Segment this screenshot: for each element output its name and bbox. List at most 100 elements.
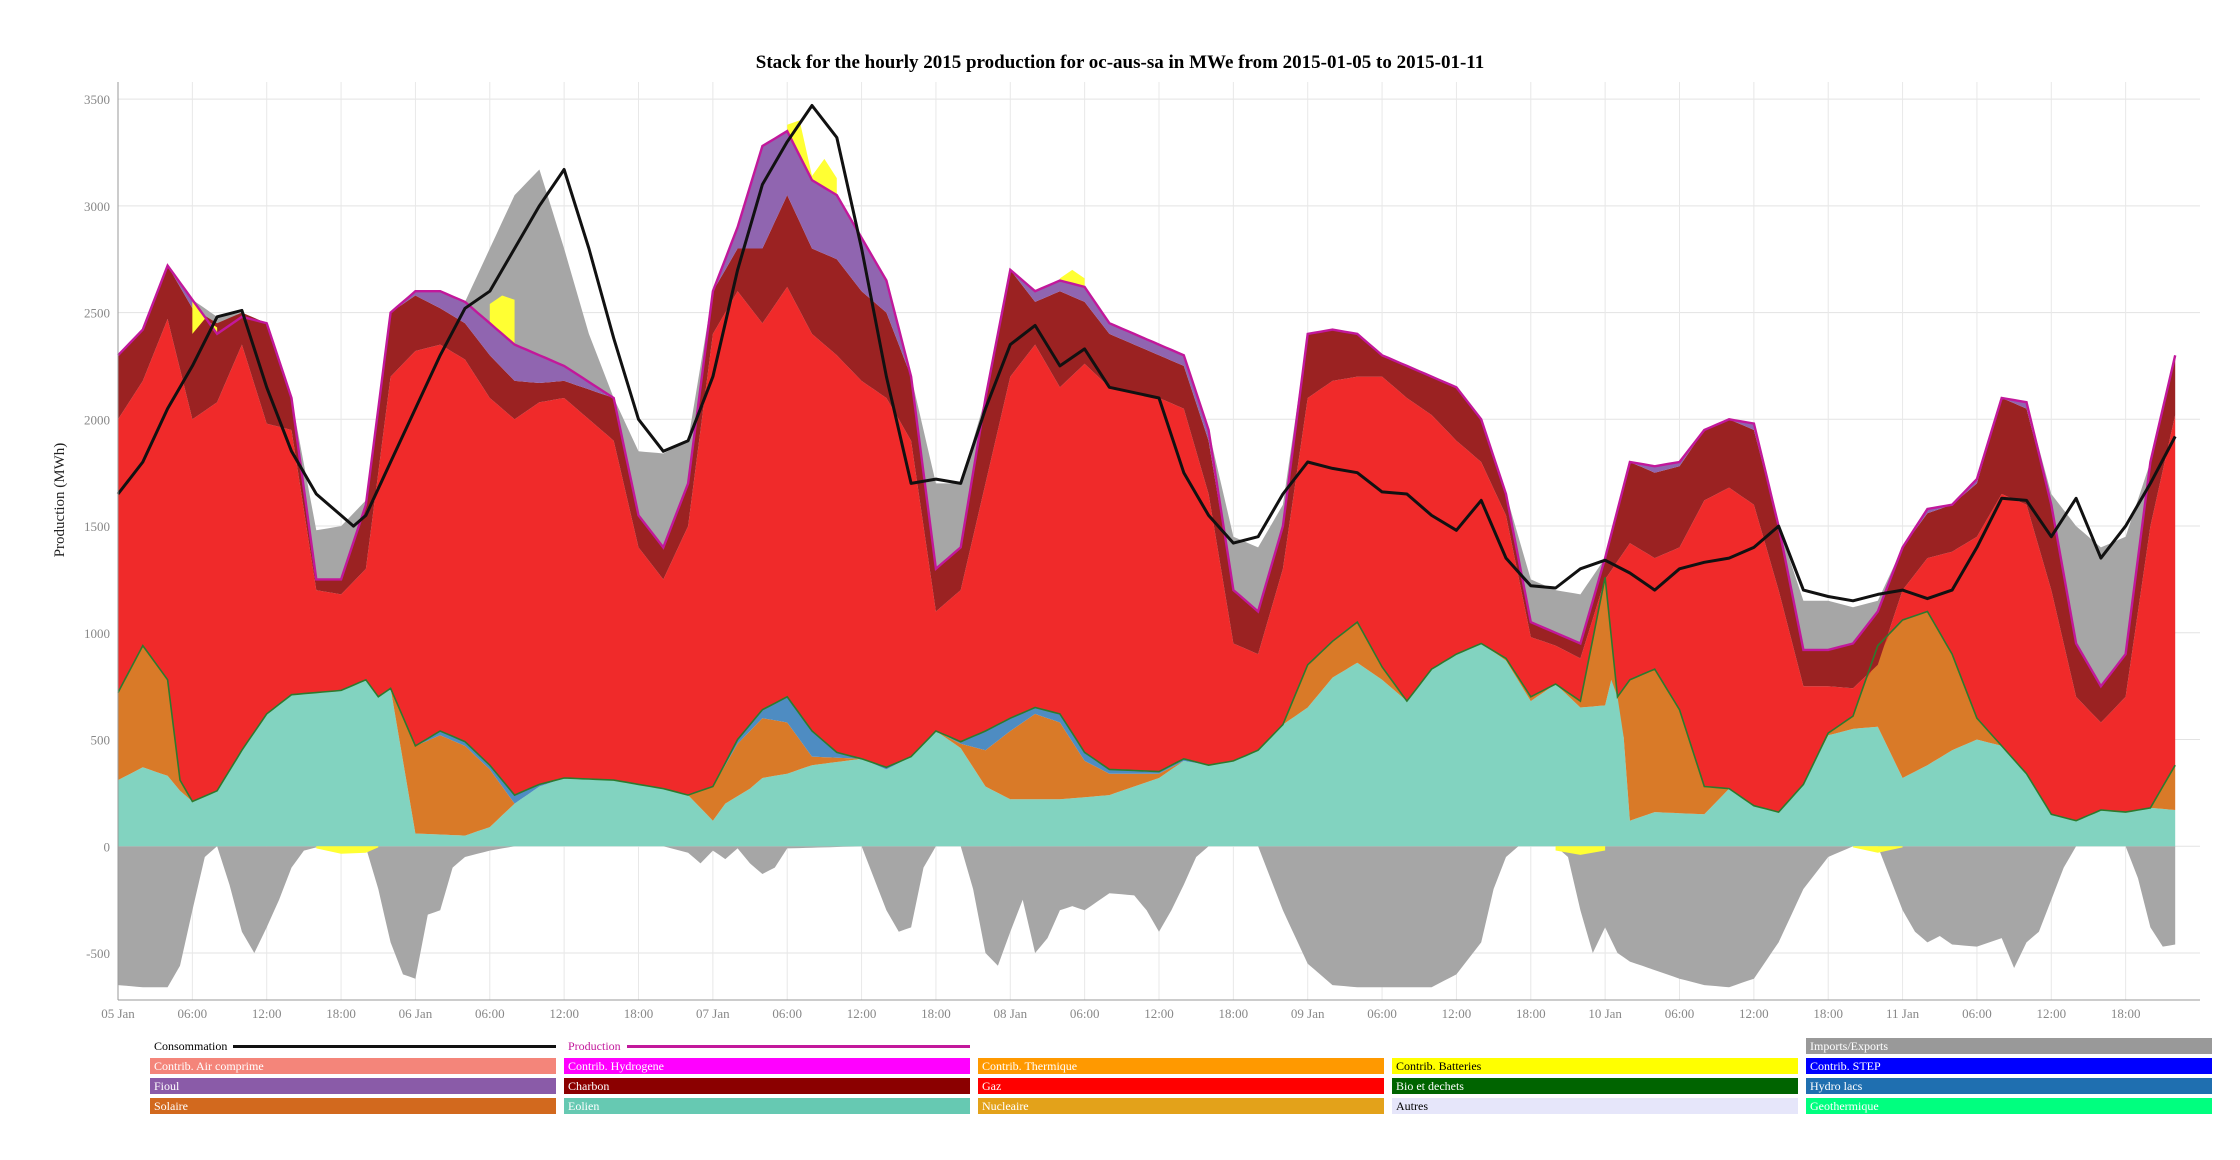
x-tick-label: 06:00 (1962, 1006, 1992, 1021)
legend-label: Solaire (154, 1099, 188, 1113)
legend-cell: Eolien (560, 1096, 974, 1116)
legend-cell (1388, 1036, 1802, 1056)
x-tick-label: 06:00 (178, 1006, 208, 1021)
legend-label: Contrib. Batteries (1396, 1059, 1482, 1073)
legend-cell: Contrib. Air comprime (146, 1056, 560, 1076)
area-hydro-lacs (118, 577, 2176, 821)
area-batteries-negative (1555, 846, 1606, 855)
legend-item[interactable]: Bio et dechets (1392, 1078, 1798, 1094)
legend-cell: Contrib. Hydrogene (560, 1056, 974, 1076)
legend-cell: Hydro lacs (1802, 1076, 2216, 1096)
y-tick-label: 3500 (84, 92, 110, 107)
legend-item[interactable]: Geothermique (1806, 1098, 2212, 1114)
legend-label: Imports/Exports (1810, 1039, 1888, 1053)
legend-item[interactable]: Contrib. STEP (1806, 1058, 2212, 1074)
stacked-areas (117, 120, 2176, 988)
legend-cell: Contrib. STEP (1802, 1056, 2216, 1076)
legend-line-sample (233, 1044, 556, 1048)
x-tick-label: 18:00 (2111, 1006, 2141, 1021)
legend: Consommation Production Imports/Exports Con… (146, 1036, 2216, 1116)
legend-label: Hydro lacs (1810, 1079, 1863, 1093)
legend-row: Contrib. Air comprime Contrib. Hydrogene C… (146, 1056, 2216, 1076)
y-tick-label: 2500 (84, 306, 110, 321)
legend-label: Gaz (982, 1079, 1002, 1093)
legend-item[interactable]: Fioul (150, 1078, 556, 1094)
x-tick-label: 09 Jan (1291, 1006, 1325, 1021)
legend-cell: Nucleaire (974, 1096, 1388, 1116)
legend-cell: Autres (1388, 1096, 1802, 1116)
legend-item[interactable]: Eolien (564, 1098, 970, 1114)
x-tick-label: 06:00 (1665, 1006, 1695, 1021)
legend-row: Consommation Production Imports/Exports (146, 1036, 2216, 1056)
area-batteries (787, 120, 837, 196)
y-tick-label: 1500 (84, 519, 110, 534)
legend-label: Charbon (568, 1079, 610, 1093)
x-tick-label: 10 Jan (1588, 1006, 1622, 1021)
legend-item[interactable]: Nucleaire (978, 1098, 1384, 1114)
legend-row: Solaire Eolien Nucleaire Autres Geothermique (146, 1096, 2216, 1116)
y-tick-label: 1000 (84, 626, 110, 641)
x-tick-label: 06:00 (475, 1006, 505, 1021)
y-tick-label: -500 (86, 946, 110, 961)
x-tick-label: 06:00 (772, 1006, 802, 1021)
legend-item[interactable]: Charbon (564, 1078, 970, 1094)
legend-label: Fioul (154, 1079, 180, 1093)
legend-item[interactable]: Contrib. Air comprime (150, 1058, 556, 1074)
legend-label: Geothermique (1810, 1099, 1879, 1113)
legend-label: Contrib. Air comprime (154, 1059, 264, 1073)
legend-cell: Production (560, 1036, 974, 1056)
legend-label: Production (568, 1039, 621, 1053)
x-tick-label: 18:00 (624, 1006, 654, 1021)
legend-item[interactable]: Autres (1392, 1098, 1798, 1114)
x-tick-label: 18:00 (1516, 1006, 1546, 1021)
area-batteries (1059, 269, 1085, 287)
legend-item[interactable]: Solaire (150, 1098, 556, 1114)
area-solaire (118, 577, 2176, 836)
x-tick-label: 12:00 (2036, 1006, 2066, 1021)
legend-item[interactable]: Contrib. Batteries (1392, 1058, 1798, 1074)
x-tick-label: 05 Jan (101, 1006, 135, 1021)
x-tick-label: 12:00 (1144, 1006, 1174, 1021)
area-eolien (118, 643, 2176, 847)
legend-cell: Fioul (146, 1076, 560, 1096)
legend-label: Contrib. STEP (1810, 1059, 1881, 1073)
legend-item[interactable]: Gaz (978, 1078, 1384, 1094)
area-batteries-negative (316, 846, 379, 854)
y-tick-label: 500 (91, 733, 111, 748)
production-stack-chart: -500 0 500 1000 1500 2000 2500 3000 3500 05 Jan 06… (52, 52, 2200, 1021)
legend-cell: Bio et dechets (1388, 1076, 1802, 1096)
legend-label: Autres (1396, 1099, 1428, 1113)
legend-cell: Contrib. Batteries (1388, 1056, 1802, 1076)
x-tick-label: 12:00 (549, 1006, 579, 1021)
x-tick-label: 18:00 (921, 1006, 951, 1021)
x-tick-label: 12:00 (1739, 1006, 1769, 1021)
x-tick-label: 12:00 (1442, 1006, 1472, 1021)
axes: -500 0 500 1000 1500 2000 2500 3000 3500 05 Jan 06… (84, 82, 2200, 1021)
legend-item[interactable]: Contrib. Thermique (978, 1058, 1384, 1074)
legend-item[interactable]: Consommation (150, 1038, 556, 1054)
legend-label: Consommation (154, 1039, 228, 1053)
legend-label: Contrib. Thermique (982, 1059, 1078, 1073)
area-batteries (489, 295, 515, 345)
x-tick-label: 08 Jan (993, 1006, 1027, 1021)
legend-item[interactable]: Production (564, 1038, 970, 1054)
legend-cell: Contrib. Thermique (974, 1056, 1388, 1076)
area-batteries-negative (1853, 846, 1903, 853)
y-axis-label: Production (MWh) (52, 443, 68, 558)
production-line (117, 129, 2177, 689)
legend-item[interactable]: Hydro lacs (1806, 1078, 2212, 1094)
x-tick-label: 12:00 (252, 1006, 282, 1021)
legend-label: Bio et dechets (1396, 1079, 1464, 1093)
legend-line-sample (626, 1044, 970, 1048)
x-tick-label: 18:00 (326, 1006, 356, 1021)
y-tick-label: 3000 (84, 199, 110, 214)
x-tick-label: 07 Jan (696, 1006, 730, 1021)
y-tick-label: 0 (104, 839, 111, 854)
legend-item[interactable]: Imports/Exports (1806, 1038, 2212, 1054)
legend-cell: Consommation (146, 1036, 560, 1056)
area-gaz (118, 286, 2176, 821)
chart-title: Stack for the hourly 2015 production for… (756, 52, 1485, 73)
legend-item[interactable]: Contrib. Hydrogene (564, 1058, 970, 1074)
legend-label: Nucleaire (982, 1099, 1029, 1113)
area-imports-exports-negative (118, 846, 2176, 988)
